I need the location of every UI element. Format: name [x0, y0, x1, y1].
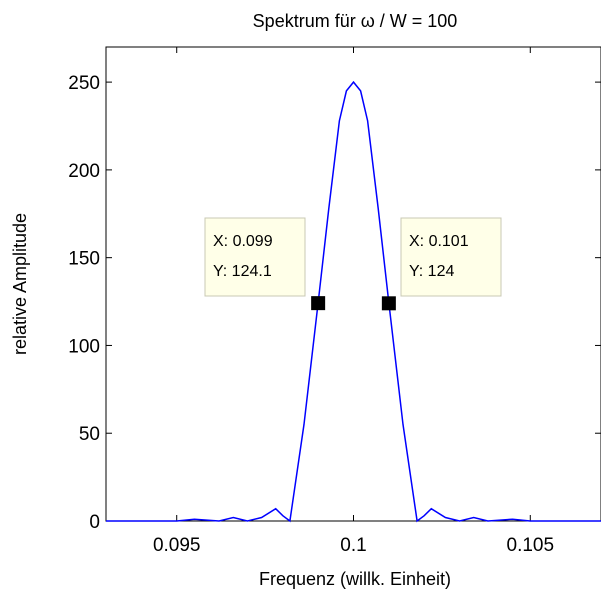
- y-tick-label: 250: [68, 73, 100, 94]
- x-axis-title: Frequenz (willk. Einheit): [259, 569, 451, 589]
- datatip-x-label: X: 0.101: [409, 233, 469, 250]
- datatip-marker[interactable]: [381, 296, 396, 311]
- y-tick-label: 200: [68, 161, 100, 182]
- y-axis-title: relative Amplitude: [10, 213, 30, 355]
- x-tick-label: 0.1: [340, 535, 366, 556]
- datatip-box: [400, 217, 502, 297]
- spectrum-line: [106, 80, 601, 523]
- x-axis: 0.095 0.1 0.105: [153, 47, 554, 556]
- y-tick-label: 50: [79, 424, 100, 445]
- datatip-marker[interactable]: [311, 296, 326, 311]
- datatips: X: 0.099 Y: 124.1 X: 0.101 Y: 124: [204, 217, 502, 311]
- y-tick-label: 0: [89, 512, 100, 533]
- datatip-x-label: X: 0.099: [213, 233, 273, 250]
- y-axis: 0 50 100 150 200 250: [68, 73, 601, 533]
- y-tick-label: 150: [68, 249, 100, 270]
- datatip: X: 0.099 Y: 124.1: [204, 217, 326, 311]
- x-tick-label: 0.095: [153, 535, 201, 556]
- datatip-y-label: Y: 124: [409, 263, 454, 280]
- chart-title: Spektrum für ω / W = 100: [253, 11, 458, 31]
- datatip-box: [204, 217, 306, 297]
- datatip: X: 0.101 Y: 124: [381, 217, 502, 311]
- x-tick-label: 0.105: [507, 535, 555, 556]
- plot-area: [105, 46, 601, 522]
- y-tick-label: 100: [68, 336, 100, 357]
- datatip-y-label: Y: 124.1: [213, 263, 272, 280]
